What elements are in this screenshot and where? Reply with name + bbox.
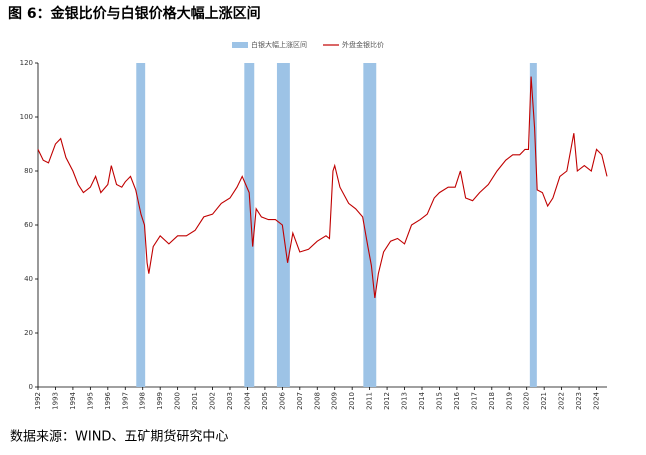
x-tick-label: 2002 — [209, 392, 217, 410]
rise-band — [276, 63, 290, 387]
rise-band — [136, 63, 146, 387]
x-tick-label: 1997 — [121, 392, 129, 410]
x-tick-label: 1993 — [51, 392, 59, 410]
x-tick-label: 2006 — [278, 391, 286, 409]
x-tick-label: 2001 — [191, 392, 199, 410]
x-tick-label: 2014 — [418, 391, 426, 409]
x-tick-label: 2009 — [331, 392, 339, 410]
x-tick-label: 1999 — [156, 392, 164, 410]
x-tick-label: 2024 — [593, 391, 601, 409]
x-tick-label: 2007 — [296, 392, 304, 410]
x-tick-label: 2015 — [435, 392, 443, 410]
x-tick-label: 2005 — [261, 392, 269, 410]
x-tick-label: 2004 — [243, 391, 251, 409]
x-tick-label: 2021 — [540, 392, 548, 410]
x-tick-label: 1994 — [69, 391, 77, 409]
x-tick-label: 2018 — [488, 392, 496, 410]
x-tick-label: 1998 — [139, 392, 147, 410]
source: 数据来源：WIND、五矿期货研究中心 — [10, 429, 228, 445]
x-tick-label: 1995 — [86, 392, 94, 410]
x-tick-label: 2008 — [313, 392, 321, 410]
y-tick-label: 40 — [24, 275, 33, 283]
rise-band — [363, 63, 377, 387]
legend-label: 白银大幅上涨区间 — [251, 40, 307, 49]
ratio-line — [37, 76, 608, 298]
x-tick-label: 2003 — [226, 392, 234, 410]
x-tick-label: 2016 — [453, 391, 461, 409]
x-tick-label: 2022 — [558, 392, 566, 410]
x-tick-label: 2011 — [366, 392, 374, 410]
y-tick-label: 80 — [24, 167, 33, 175]
x-tick-label: 2017 — [470, 392, 478, 410]
legend-label: 外盘金银比价 — [342, 40, 384, 49]
x-tick-label: 2023 — [575, 392, 583, 410]
y-tick-label: 0 — [29, 383, 33, 391]
y-tick-label: 120 — [20, 59, 33, 67]
x-tick-label: 2020 — [523, 392, 531, 410]
y-tick-label: 100 — [20, 113, 33, 121]
x-tick-label: 2010 — [348, 392, 356, 410]
x-tick-label: 1996 — [104, 391, 112, 409]
y-tick-label: 20 — [24, 329, 33, 337]
rise-band — [244, 63, 255, 387]
legend-swatch — [232, 42, 248, 48]
x-tick-label: 2000 — [174, 392, 182, 410]
x-tick-label: 1992 — [34, 392, 42, 410]
x-tick-label: 2013 — [401, 392, 409, 410]
x-tick-label: 2012 — [383, 392, 391, 410]
y-tick-label: 60 — [24, 221, 33, 229]
chart-title: 图 6：金银比价与白银价格大幅上涨区间 — [8, 5, 261, 22]
x-tick-label: 2019 — [505, 392, 513, 410]
rise-band — [529, 63, 537, 387]
